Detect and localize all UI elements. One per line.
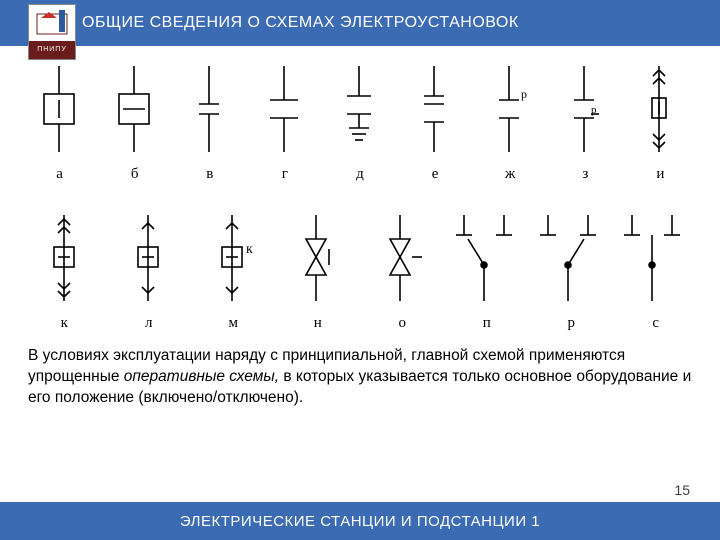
page-number: 15	[674, 482, 690, 498]
symbol-label: о	[360, 315, 445, 332]
labels-row-1: а б в г д е ж з и	[22, 166, 698, 183]
symbol-label: а	[22, 166, 97, 183]
symbol-label: м	[191, 315, 276, 332]
symbol-label: б	[97, 166, 172, 183]
symbol-label: г	[247, 166, 322, 183]
logo-graphic	[29, 5, 75, 41]
symbol-label: л	[107, 315, 192, 332]
svg-text:р: р	[521, 87, 527, 101]
symbol-label: з	[548, 166, 623, 183]
symbols-row-2: к	[22, 209, 698, 315]
symbol-label: р	[529, 315, 614, 332]
symbol-label: с	[614, 315, 699, 332]
symbol-label: к	[22, 315, 107, 332]
symbol-label: е	[398, 166, 473, 183]
header-bar: ОБЩИЕ СВЕДЕНИЯ О СХЕМАХ ЭЛЕКТРОУСТАНОВОК	[0, 0, 720, 46]
symbol-label: н	[276, 315, 361, 332]
symbol-label: ж	[473, 166, 548, 183]
symbols-area: р р а б в	[0, 46, 720, 338]
logo-label: ПНИПУ	[29, 41, 75, 59]
labels-row-2: к л м н о п р с	[22, 315, 698, 332]
body-paragraph: В условиях эксплуатации наряду с принцип…	[0, 338, 720, 409]
university-logo: ПНИПУ	[28, 4, 76, 60]
symbol-label: д	[322, 166, 397, 183]
svg-text:к: к	[246, 242, 253, 257]
page-title: ОБЩИЕ СВЕДЕНИЯ О СХЕМАХ ЭЛЕКТРОУСТАНОВОК	[82, 14, 519, 32]
body-text-italic: оперативные схемы,	[124, 368, 279, 385]
footer-bar: ЭЛЕКТРИЧЕСКИЕ СТАНЦИИ И ПОДСТАНЦИИ 1	[0, 502, 720, 540]
symbols-row-1: р р	[22, 60, 698, 166]
symbol-label: п	[445, 315, 530, 332]
symbol-label: и	[623, 166, 698, 183]
footer-text: ЭЛЕКТРИЧЕСКИЕ СТАНЦИИ И ПОДСТАНЦИИ 1	[180, 513, 540, 530]
symbol-label: в	[172, 166, 247, 183]
